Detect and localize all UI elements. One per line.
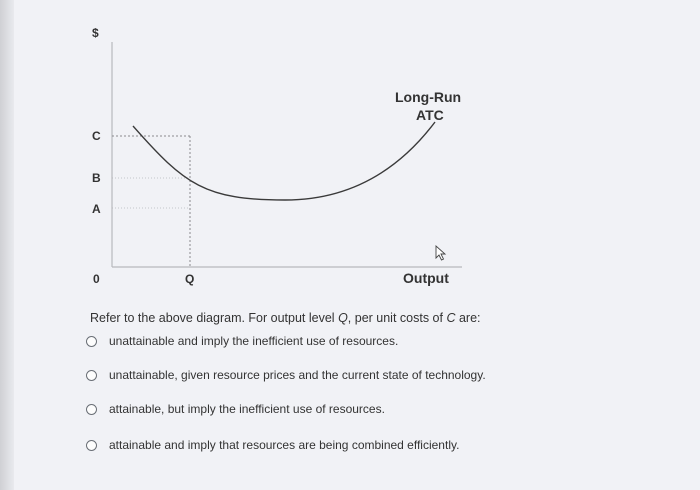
y-tick-a: A	[92, 202, 101, 216]
photo-left-edge	[0, 0, 14, 490]
radio-button-icon[interactable]	[86, 403, 97, 415]
curve-label-line-2: ATC	[416, 107, 444, 123]
option-3[interactable]: attainable, but imply the inefficient us…	[86, 402, 385, 416]
mouse-cursor-icon	[435, 244, 447, 261]
x-axis-label: Output	[403, 270, 449, 286]
option-4[interactable]: attainable and imply that resources are …	[86, 438, 459, 452]
radio-button-icon[interactable]	[86, 335, 97, 347]
x-tick-q: Q	[185, 272, 194, 286]
series-long-run-atc	[132, 121, 436, 201]
radio-button-icon[interactable]	[86, 439, 97, 451]
y-axis-symbol: $	[92, 26, 99, 40]
y-tick-c: C	[92, 129, 101, 143]
option-label: unattainable and imply the inefficient u…	[109, 334, 399, 348]
option-label: attainable and imply that resources are …	[109, 438, 460, 452]
option-label: unattainable, given resource prices and …	[109, 368, 486, 382]
atc-chart: $ C B A 0 Q Output Long-Run ATC	[92, 26, 462, 286]
option-2[interactable]: unattainable, given resource prices and …	[86, 368, 486, 382]
option-label: attainable, but imply the inefficient us…	[109, 402, 385, 416]
option-1[interactable]: unattainable and imply the inefficient u…	[86, 334, 398, 348]
origin-label: 0	[93, 272, 100, 286]
y-tick-b: B	[92, 171, 101, 185]
question-text: Refer to the above diagram. For output l…	[90, 311, 481, 325]
curve-label-line-1: Long-Run	[395, 89, 461, 105]
radio-button-icon[interactable]	[86, 369, 97, 381]
